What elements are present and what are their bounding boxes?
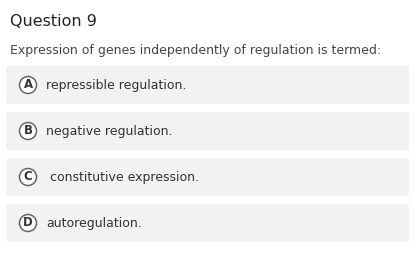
Text: A: A (23, 78, 32, 92)
FancyBboxPatch shape (6, 158, 409, 196)
Text: C: C (24, 170, 32, 184)
FancyBboxPatch shape (6, 112, 409, 150)
FancyBboxPatch shape (6, 66, 409, 104)
Text: Expression of genes independently of regulation is termed:: Expression of genes independently of reg… (10, 44, 381, 57)
Text: repressible regulation.: repressible regulation. (46, 78, 186, 92)
Text: D: D (23, 216, 33, 230)
Circle shape (20, 122, 37, 139)
Circle shape (20, 169, 37, 185)
Text: constitutive expression.: constitutive expression. (46, 170, 199, 184)
Circle shape (20, 215, 37, 232)
Text: B: B (24, 124, 32, 138)
Text: autoregulation.: autoregulation. (46, 216, 142, 230)
Circle shape (20, 76, 37, 93)
Text: Question 9: Question 9 (10, 14, 97, 29)
Text: negative regulation.: negative regulation. (46, 124, 173, 138)
FancyBboxPatch shape (6, 204, 409, 242)
